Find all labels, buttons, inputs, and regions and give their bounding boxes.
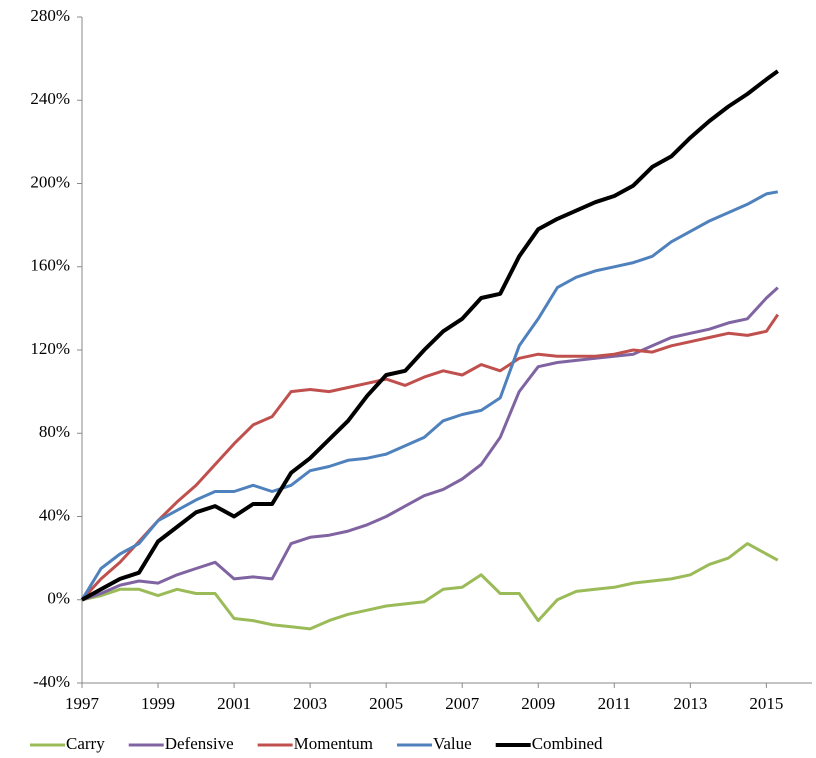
legend-label: Value xyxy=(433,734,472,753)
series-line xyxy=(81,69,779,602)
x-tick-label: 2001 xyxy=(217,694,251,713)
legend-label: Momentum xyxy=(294,734,373,753)
series-line xyxy=(80,313,780,601)
y-tick-label: 120% xyxy=(30,339,70,358)
x-tick-label: 2015 xyxy=(749,694,783,713)
legend-label: Combined xyxy=(532,734,603,753)
x-tick-label: 2011 xyxy=(598,694,631,713)
x-tick-label: 1997 xyxy=(65,694,100,713)
y-tick-label: 80% xyxy=(39,422,70,441)
y-tick-label: 200% xyxy=(30,172,70,191)
x-tick-label: 2005 xyxy=(369,694,403,713)
x-tick-label: 2013 xyxy=(673,694,707,713)
x-tick-label: 2003 xyxy=(293,694,327,713)
y-tick-label: 160% xyxy=(30,256,70,275)
x-tick-label: 2009 xyxy=(521,694,555,713)
series-line xyxy=(80,190,779,601)
y-tick-label: -40% xyxy=(33,672,70,691)
legend-label: Defensive xyxy=(165,734,234,753)
x-tick-label: 2007 xyxy=(445,694,480,713)
y-tick-label: 280% xyxy=(30,6,70,25)
series-line xyxy=(81,286,779,602)
legend-label: Carry xyxy=(66,734,105,753)
y-tick-label: 40% xyxy=(39,505,70,524)
y-tick-label: 0% xyxy=(47,589,70,608)
y-tick-label: 240% xyxy=(30,89,70,108)
x-tick-label: 1999 xyxy=(141,694,175,713)
series-line xyxy=(81,542,779,631)
